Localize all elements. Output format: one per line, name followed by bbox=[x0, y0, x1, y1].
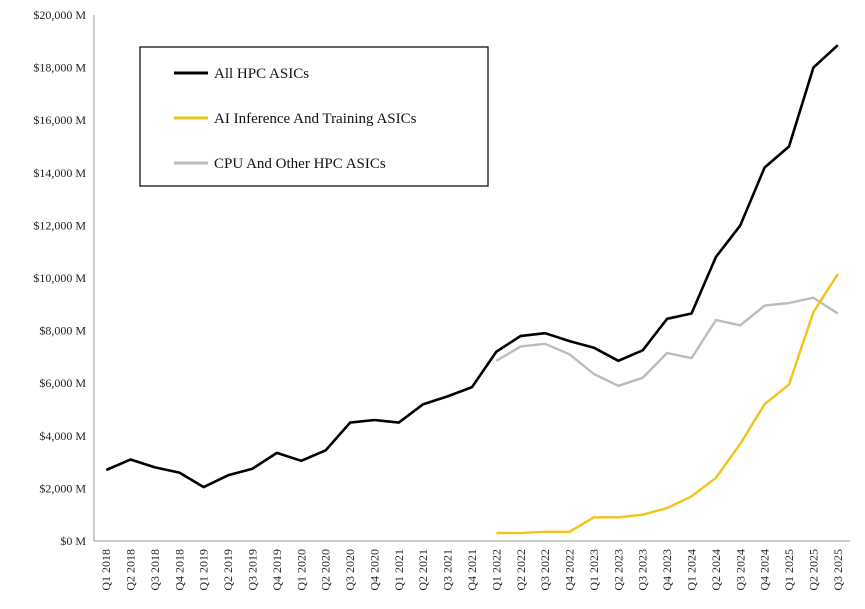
x-axis-ticks: Q1 2018 Q2 2018 Q3 2018 Q4 2018 Q1 2019 Q2 20… bbox=[99, 549, 845, 591]
x-tick-label: Q3 2024 bbox=[733, 549, 747, 591]
y-tick-label: $4,000 M bbox=[39, 429, 86, 443]
x-tick-label: Q4 2023 bbox=[660, 549, 674, 591]
x-tick-label: Q4 2020 bbox=[367, 549, 381, 591]
legend-label-ai: AI Inference And Training ASICs bbox=[214, 111, 417, 127]
x-tick-label: Q2 2019 bbox=[221, 549, 235, 591]
y-tick-label: $8,000 M bbox=[39, 324, 86, 338]
series-line-cpu bbox=[495, 296, 839, 387]
x-tick-label: Q1 2018 bbox=[99, 549, 113, 591]
x-tick-label: Q3 2018 bbox=[148, 549, 162, 591]
x-tick-label: Q1 2020 bbox=[294, 549, 308, 591]
x-tick-label: Q1 2022 bbox=[489, 549, 503, 591]
y-tick-label: $6,000 M bbox=[39, 376, 86, 390]
x-tick-label: Q1 2023 bbox=[587, 549, 601, 591]
x-tick-label: Q1 2019 bbox=[197, 549, 211, 591]
x-tick-label: Q1 2021 bbox=[392, 549, 406, 591]
x-tick-label: Q4 2021 bbox=[465, 549, 479, 591]
y-tick-label: $14,000 M bbox=[33, 166, 86, 180]
y-tick-label: $2,000 M bbox=[39, 481, 86, 495]
x-tick-label: Q4 2018 bbox=[172, 549, 186, 591]
legend-label-cpu: CPU And Other HPC ASICs bbox=[214, 156, 386, 172]
x-tick-label: Q3 2020 bbox=[343, 549, 357, 591]
x-tick-label: Q1 2025 bbox=[782, 549, 796, 591]
x-tick-label: Q4 2019 bbox=[270, 549, 284, 591]
y-tick-label: $12,000 M bbox=[33, 218, 86, 232]
y-tick-label: $10,000 M bbox=[33, 271, 86, 285]
series-lines bbox=[105, 44, 839, 535]
x-tick-label: Q3 2021 bbox=[441, 549, 455, 591]
y-tick-label: $20,000 M bbox=[33, 8, 86, 22]
x-tick-label: Q4 2022 bbox=[563, 549, 577, 591]
x-tick-label: Q2 2024 bbox=[709, 549, 723, 591]
x-tick-label: Q4 2024 bbox=[758, 549, 772, 591]
legend-label-all-hpc: All HPC ASICs bbox=[214, 66, 309, 82]
x-tick-label: Q2 2021 bbox=[416, 549, 430, 591]
x-tick-label: Q1 2024 bbox=[684, 549, 698, 591]
y-tick-label: $0 M bbox=[60, 534, 86, 548]
x-tick-label: Q3 2019 bbox=[246, 549, 260, 591]
x-tick-label: Q2 2022 bbox=[514, 549, 528, 591]
x-tick-label: Q2 2018 bbox=[124, 549, 138, 591]
x-tick-label: Q3 2022 bbox=[538, 549, 552, 591]
x-tick-label: Q2 2025 bbox=[806, 549, 820, 591]
x-tick-label: Q2 2020 bbox=[319, 549, 333, 591]
x-tick-label: Q3 2025 bbox=[831, 549, 845, 591]
legend: All HPC ASICs AI Inference And Training … bbox=[139, 46, 489, 187]
y-tick-label: $18,000 M bbox=[33, 61, 86, 75]
y-tick-label: $16,000 M bbox=[33, 113, 86, 127]
x-tick-label: Q3 2023 bbox=[636, 549, 650, 591]
series-line-ai bbox=[496, 273, 839, 535]
y-axis-ticks: $0 M $2,000 M $4,000 M $6,000 M $8,000 M $10,… bbox=[33, 8, 86, 548]
x-tick-label: Q2 2023 bbox=[611, 549, 625, 591]
series-line-all-hpc bbox=[105, 44, 839, 489]
